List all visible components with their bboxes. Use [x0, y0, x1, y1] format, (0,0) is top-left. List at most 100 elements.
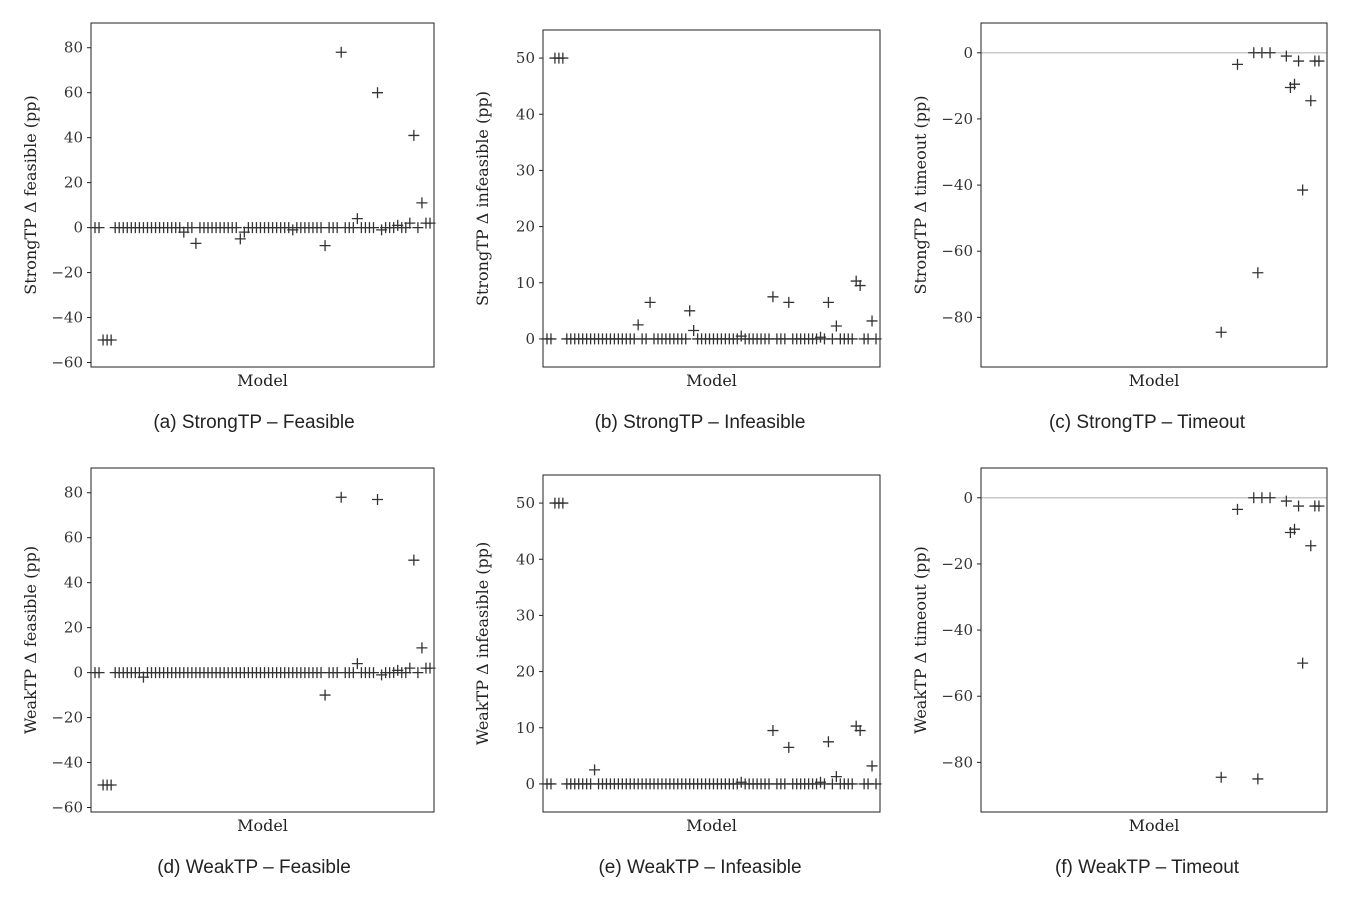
data-point [416, 197, 428, 209]
data-point [404, 217, 416, 229]
data-point [404, 662, 416, 674]
data-point [767, 291, 779, 303]
data-point [1305, 540, 1317, 552]
ytick-label-f: 0 [963, 489, 973, 507]
data-point [783, 296, 795, 308]
ytick-label-d: 20 [64, 619, 83, 637]
ytick-label-d: −40 [51, 754, 83, 772]
ytick-label-f: −60 [941, 687, 973, 705]
data-point [870, 333, 882, 345]
data-point [1215, 326, 1227, 338]
data-point [830, 771, 842, 783]
panel-f: −80 −60 −40 −20 0 Model WeakTP Δ timeout (pp) [911, 467, 1328, 835]
data-point [335, 46, 347, 58]
data-point [589, 764, 601, 776]
data-point [105, 779, 117, 791]
data-point [680, 333, 692, 345]
data-point [424, 662, 436, 674]
data-point [557, 497, 569, 509]
data-point [351, 658, 363, 670]
series-f [1215, 492, 1325, 785]
data-point [632, 319, 644, 331]
data-point [1280, 50, 1292, 62]
panel-b: 0 10 20 30 40 50 Model StrongTP Δ infeasible (p… [473, 29, 882, 390]
ytick-label-d: 80 [64, 484, 83, 502]
caption-a: (a) StrongTP – Feasible [153, 412, 354, 433]
data-point [870, 778, 882, 790]
data-point [372, 87, 384, 99]
plot-frame-a [90, 22, 435, 368]
ytick-label-b: 20 [516, 218, 535, 236]
series-b [541, 52, 882, 345]
panels-group: −60 −40 −20 0 20 40 60 80 Model StrongTP Δ feasib… [21, 22, 1328, 835]
ytick-label-a: −60 [51, 354, 83, 372]
ytick-label-b: 40 [516, 105, 535, 123]
ytick-label-f: −20 [941, 555, 973, 573]
caption-c: (c) StrongTP – Timeout [1049, 412, 1246, 433]
caption-b: (b) StrongTP – Infeasible [595, 412, 806, 433]
data-point [545, 333, 557, 345]
ylabel-d: WeakTP Δ feasible (pp) [21, 546, 40, 734]
xlabel-e: Model [686, 816, 737, 835]
data-point [1288, 78, 1300, 90]
data-point [412, 222, 424, 234]
data-point [351, 213, 363, 225]
ytick-label-d: 40 [64, 574, 83, 592]
data-point [335, 491, 347, 503]
data-point [1305, 95, 1317, 107]
data-point [767, 725, 779, 737]
data-point [684, 305, 696, 317]
data-point [1252, 773, 1264, 785]
ylabel-c: StrongTP Δ timeout (pp) [911, 96, 930, 295]
series-c [1215, 47, 1325, 338]
panel-e: 0 10 20 30 40 50 Model WeakTP Δ infeasible (pp) [473, 474, 882, 835]
caption-d: (d) WeakTP – Feasible [157, 857, 351, 878]
data-point [783, 741, 795, 753]
xlabel-c: Model [1129, 371, 1180, 390]
ytick-label-e: 0 [525, 775, 535, 793]
data-point [1252, 267, 1264, 279]
xlabel-d: Model [237, 816, 288, 835]
data-point [367, 667, 379, 679]
data-point [822, 736, 834, 748]
panel-c: −80 −60 −40 −20 0 Model StrongTP Δ timeout (pp… [911, 22, 1328, 390]
data-point [416, 642, 428, 654]
data-point [190, 237, 202, 249]
ytick-label-e: 20 [516, 663, 535, 681]
ylabel-f: WeakTP Δ timeout (pp) [911, 546, 930, 734]
data-point [408, 129, 420, 141]
data-point [822, 296, 834, 308]
panel-a: −60 −40 −20 0 20 40 60 80 Model StrongTP Δ feasib… [21, 22, 436, 390]
ytick-label-c: −40 [941, 176, 973, 194]
data-point [424, 217, 436, 229]
data-point [846, 778, 858, 790]
series-d [89, 491, 436, 791]
data-point [1293, 500, 1305, 512]
ytick-label-e: 40 [516, 550, 535, 568]
data-point [372, 493, 384, 505]
data-point [93, 667, 105, 679]
data-point [367, 222, 379, 234]
data-point [93, 222, 105, 234]
series-a [89, 46, 436, 346]
plot-frame-b [542, 29, 881, 368]
ytick-label-e: 10 [516, 719, 535, 737]
data-point [1264, 492, 1276, 504]
data-point [234, 233, 246, 245]
ytick-label-c: −20 [941, 110, 973, 128]
ytick-label-b: 30 [516, 161, 535, 179]
data-point [1288, 523, 1300, 535]
data-point [1297, 657, 1309, 669]
ytick-label-a: 0 [73, 219, 83, 237]
xlabel-f: Model [1129, 816, 1180, 835]
ytick-label-d: −20 [51, 709, 83, 727]
data-point [830, 320, 842, 332]
data-point [854, 725, 866, 737]
data-point [545, 778, 557, 790]
ytick-label-e: 50 [516, 494, 535, 512]
ytick-label-d: 60 [64, 529, 83, 547]
data-point [319, 240, 331, 252]
ytick-label-c: −60 [941, 242, 973, 260]
ytick-label-a: 80 [64, 39, 83, 57]
